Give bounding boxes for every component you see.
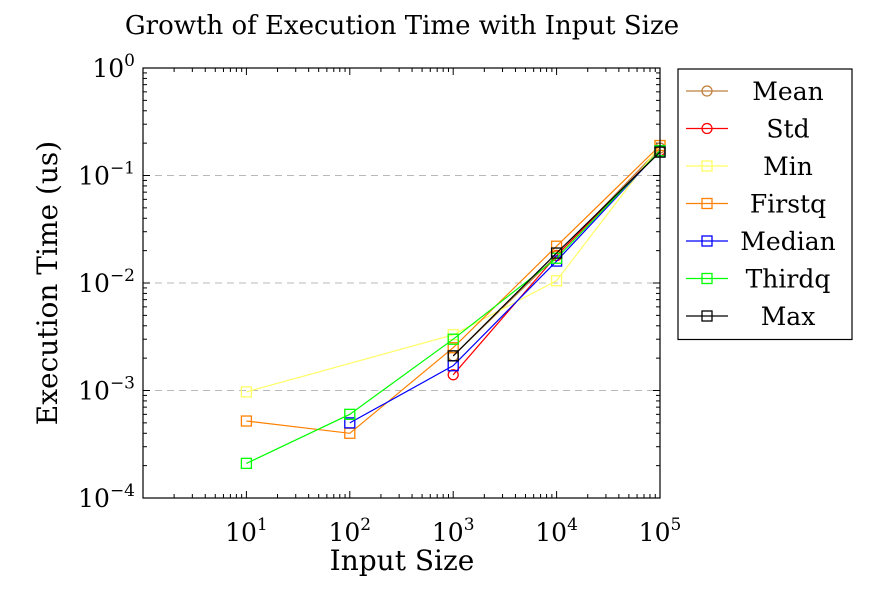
legend-label: Firstq xyxy=(750,190,826,219)
data-point-max xyxy=(447,350,459,362)
data-point-std xyxy=(447,369,459,381)
series-line-firstq xyxy=(246,145,661,434)
series-firstq xyxy=(240,139,666,439)
legend-item-min: Min xyxy=(686,152,813,181)
grid-lines xyxy=(143,175,660,391)
legend-label: Min xyxy=(763,152,813,181)
series-line-min xyxy=(246,145,661,393)
y-tick-label: 10−1 xyxy=(78,159,135,191)
legend-label: Median xyxy=(740,227,835,256)
legend-marker xyxy=(701,272,713,285)
y-tick-label: 10−4 xyxy=(78,481,135,513)
legend-marker xyxy=(701,160,713,172)
y-tick-label: 10−2 xyxy=(78,266,135,298)
data-point-thirdq xyxy=(447,333,459,345)
series-min xyxy=(240,139,666,398)
x-tick-label: 102 xyxy=(328,515,371,547)
data-point-firstq xyxy=(447,342,459,354)
series-layer xyxy=(240,139,666,470)
y-tick-labels: 10−4 10−3 10−2 10−1 100 xyxy=(78,51,135,513)
series-line-thirdq xyxy=(246,150,661,464)
data-point-min xyxy=(550,275,563,287)
plot-frame xyxy=(142,67,661,499)
x-tick-label: 101 xyxy=(225,515,268,547)
data-point-max xyxy=(550,247,563,259)
data-point-thirdq xyxy=(344,408,356,420)
data-point-min xyxy=(240,386,253,398)
data-point-thirdq xyxy=(240,457,253,470)
x-tick-label: 104 xyxy=(535,515,578,547)
series-line-max xyxy=(452,151,661,357)
legend-item-std: Std xyxy=(686,115,810,144)
legend-label: Thirdq xyxy=(746,265,831,294)
legend-marker xyxy=(701,310,713,322)
data-point-firstq xyxy=(550,240,563,252)
legend-item-firstq: Firstq xyxy=(686,190,826,219)
x-axis-label: Input Size xyxy=(330,544,475,577)
legend-item-median: Median xyxy=(686,227,836,256)
data-point-firstq xyxy=(240,415,253,427)
legend-box xyxy=(677,68,853,341)
legend-marker xyxy=(701,235,713,247)
legend-marker xyxy=(701,197,713,210)
x-tick-label: 103 xyxy=(432,515,475,547)
data-point-median xyxy=(344,417,356,429)
y-axis-label: Execution Time (us) xyxy=(31,141,64,425)
legend-item-thirdq: Thirdq xyxy=(686,265,830,294)
y-tick-label: 100 xyxy=(92,51,135,83)
minor-ticks xyxy=(142,68,660,499)
legend-marker xyxy=(701,85,713,97)
legend-item-max: Max xyxy=(686,302,815,331)
y-tick-label: 10−3 xyxy=(78,374,135,406)
series-max xyxy=(447,146,666,362)
series-line-median xyxy=(349,150,661,424)
x-tick-labels: 101 102 103 104 105 xyxy=(225,515,681,547)
legend-label: Max xyxy=(761,302,816,331)
chart-title: Growth of Execution Time with Input Size xyxy=(125,11,679,41)
legend: Mean Std Min Firstq Median Thirdq Max xyxy=(677,68,853,341)
series-thirdq xyxy=(240,145,666,470)
legend-label: Mean xyxy=(752,77,823,106)
legend-item-mean: Mean xyxy=(686,77,824,106)
legend-marker xyxy=(701,122,713,135)
x-tick-label: 105 xyxy=(639,515,682,547)
legend-label: Std xyxy=(766,115,809,144)
